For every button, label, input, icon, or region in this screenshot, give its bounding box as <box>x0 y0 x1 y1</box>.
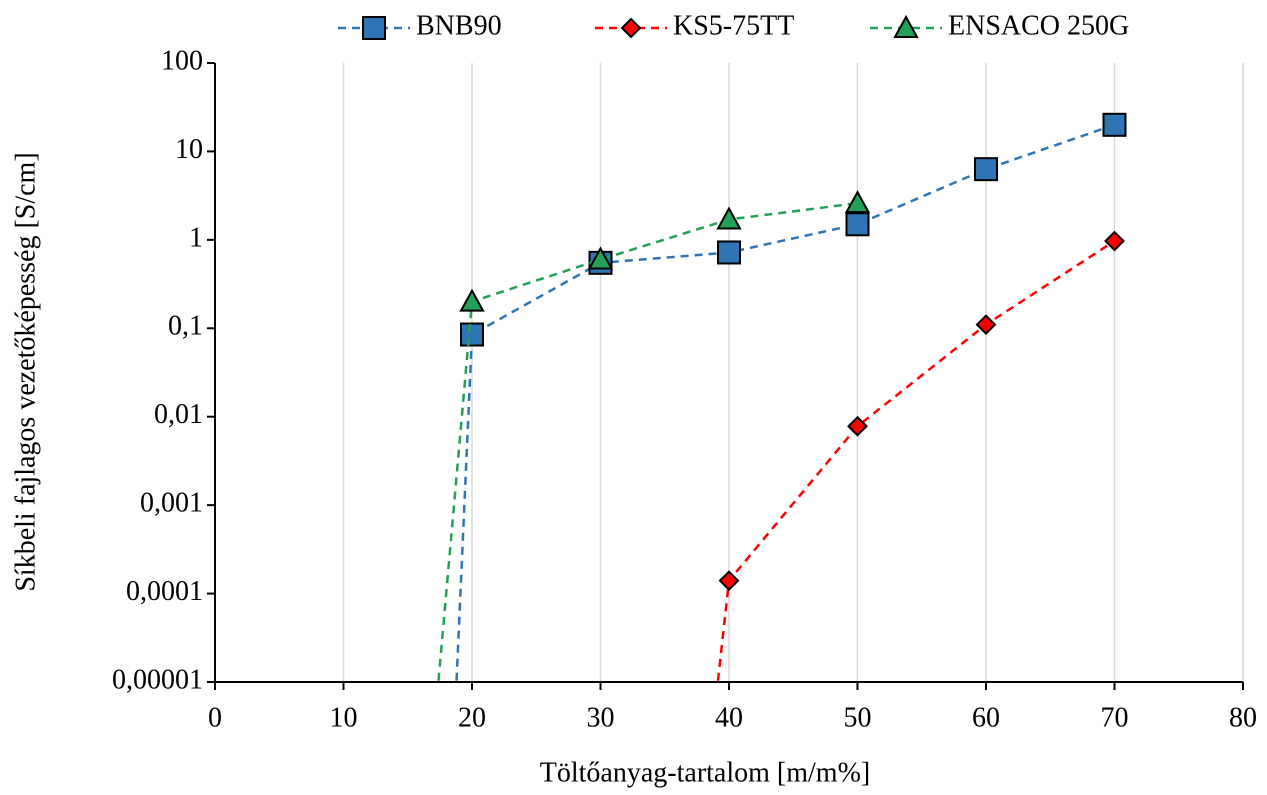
y-tick-label: 0,001 <box>140 488 203 519</box>
legend-label: BNB90 <box>416 10 502 41</box>
marker <box>620 17 642 39</box>
marker <box>362 16 386 40</box>
marker <box>1102 112 1127 137</box>
x-tick-label: 70 <box>1101 702 1129 733</box>
legend: BNB90 KS5-75TT ENSACO 250G <box>338 10 1129 41</box>
marker <box>718 570 740 592</box>
marker <box>587 246 614 270</box>
y-tick-label: 100 <box>161 45 203 76</box>
legend-label: ENSACO 250G <box>948 10 1129 41</box>
marker <box>460 322 484 347</box>
marker <box>716 206 742 230</box>
x-tick-label: 0 <box>208 702 222 733</box>
legend-label: KS5-75TT <box>673 10 794 41</box>
marker <box>844 190 871 214</box>
marker <box>459 288 485 312</box>
x-tick-label: 20 <box>458 702 486 733</box>
y-tick-label: 0,1 <box>168 311 203 342</box>
series-line <box>437 201 858 682</box>
marker <box>845 212 870 237</box>
x-tick-label: 80 <box>1229 702 1257 733</box>
x-tick-label: 30 <box>587 702 615 733</box>
x-tick-label: 40 <box>715 702 743 733</box>
marker <box>975 314 997 336</box>
marker <box>425 698 447 718</box>
marker <box>1104 230 1125 252</box>
y-tick-label: 0,00001 <box>112 664 203 695</box>
y-tick-label: 0,0001 <box>126 576 203 607</box>
x-axis-label: Töltőanyag-tartalom [m/m%] <box>540 757 870 788</box>
marker <box>893 14 919 38</box>
y-tick-label: 0,01 <box>154 399 203 430</box>
x-tick-label: 10 <box>330 702 358 733</box>
y-axis-label: Síkbeli fajlagos vezetőképesség [S/cm] <box>10 152 41 591</box>
marker <box>717 240 741 265</box>
plot-area <box>425 112 1127 718</box>
y-tick-label: 1 <box>189 222 203 253</box>
y-tick-label: 10 <box>175 134 203 165</box>
x-tick-label: 50 <box>844 702 872 733</box>
marker <box>847 415 868 437</box>
series-line <box>716 239 1116 682</box>
marker <box>974 157 998 182</box>
axes: 0 10 20 30 40 50 60 70 80 0,00001 0,0001 0,001 0,01 0… <box>112 45 1257 733</box>
x-tick-label: 60 <box>972 702 1000 733</box>
